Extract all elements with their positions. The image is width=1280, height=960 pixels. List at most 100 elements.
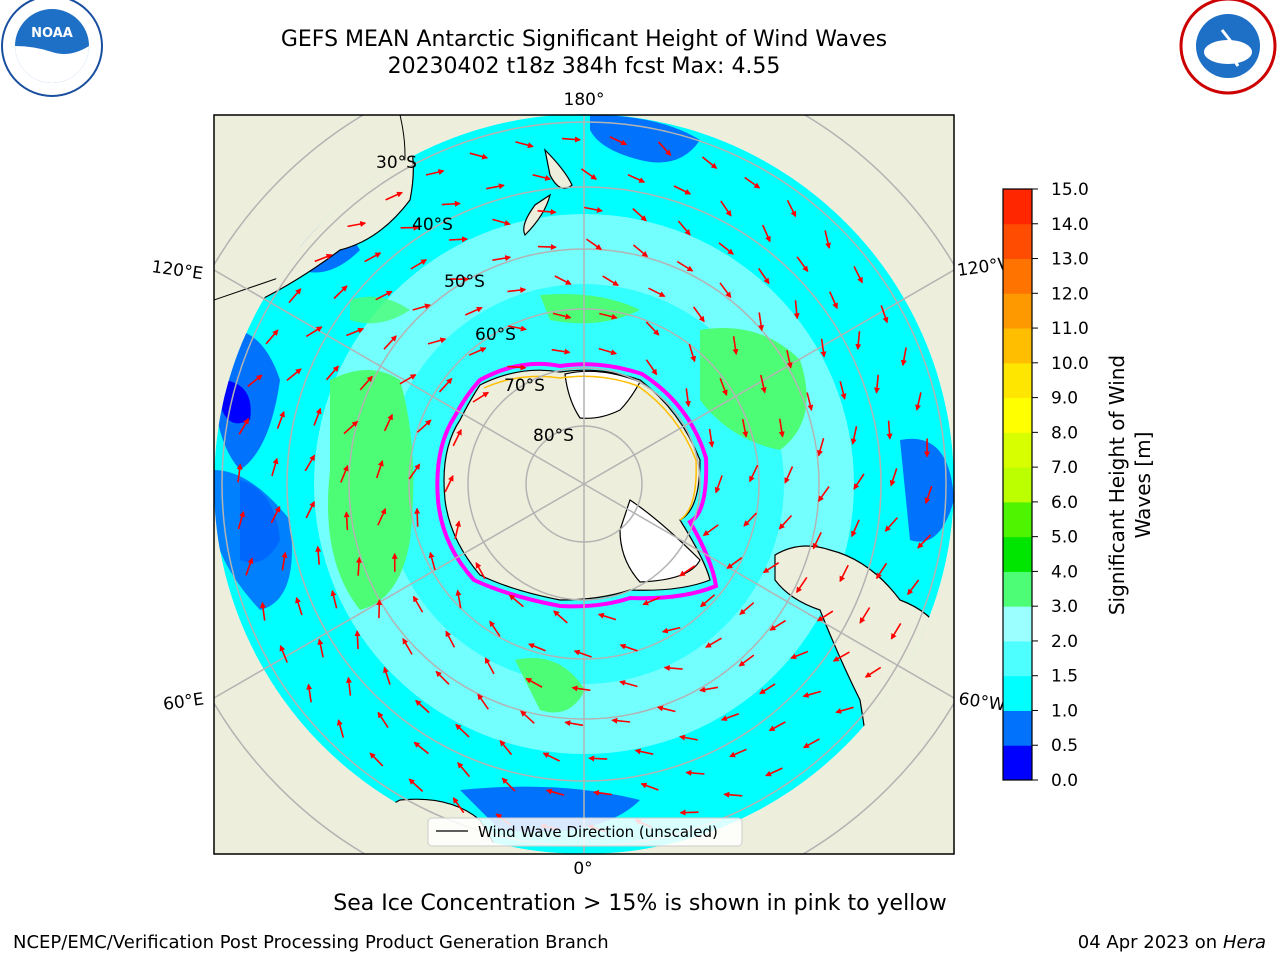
host-name: Hera: [1222, 932, 1266, 953]
wave-direction-arrow: [346, 327, 365, 337]
lat-label-70s: 70°S: [504, 376, 545, 396]
wave-direction-arrow: [839, 564, 849, 583]
colorbar-segment: [1003, 258, 1032, 294]
nws-logo: [1179, 0, 1277, 95]
wave-direction-arrow: [343, 420, 359, 435]
wave-direction-arrow: [873, 374, 880, 394]
wave-direction-arrow: [676, 260, 694, 272]
wave-direction-arrow: [408, 463, 421, 480]
wave-direction-arrow: [477, 693, 489, 710]
wave-direction-arrow: [564, 720, 584, 727]
wave-direction-arrow: [333, 285, 348, 300]
wave-direction-arrow: [375, 459, 384, 479]
wave-direction-arrow: [661, 626, 681, 634]
wave-direction-arrow: [917, 534, 931, 549]
wave-direction-arrow: [355, 556, 362, 576]
wave-direction-arrow: [469, 152, 489, 160]
wave-direction-arrow: [723, 791, 743, 798]
wave-direction-arrow: [542, 752, 560, 762]
wave-direction-arrow: [759, 683, 776, 695]
wave-direction-arrow: [402, 637, 413, 655]
wave-direction-arrow: [306, 683, 313, 703]
colorbar-tick-label: 12.0: [1051, 284, 1089, 304]
wave-direction-arrow: [679, 565, 696, 577]
wave-direction-arrow: [427, 337, 447, 345]
wave-direction-arrow: [376, 599, 383, 619]
date-stamp: 04 Apr 2023 on Hera: [1078, 932, 1266, 953]
wave-direction-arrow: [708, 428, 715, 448]
wave-direction-arrow: [428, 551, 436, 571]
wave-direction-arrow: [545, 788, 565, 796]
wave-direction-arrow: [259, 601, 266, 621]
wave-direction-arrow: [415, 699, 430, 714]
colorbar-tick-label: 9.0: [1051, 389, 1078, 409]
wave-direction-arrow: [276, 410, 285, 429]
wave-direction-arrow: [739, 602, 755, 615]
wave-direction-arrow: [412, 595, 424, 613]
colorbar-tick-label: 1.0: [1051, 701, 1078, 721]
wave-direction-arrow: [900, 347, 907, 367]
wave-direction-arrow: [702, 524, 719, 537]
credit-text: NCEP/EMC/Verification Post Processing Pr…: [13, 932, 609, 953]
wave-direction-arrow: [295, 596, 303, 616]
noaa-logo: NOAA: [1, 0, 103, 97]
wave-direction-arrow: [924, 485, 933, 505]
map-subtitle: 20230402 t18z 384h fcst Max: 4.55: [387, 54, 781, 79]
wave-direction-arrow: [907, 579, 920, 596]
wave-direction-arrow: [738, 654, 755, 667]
wave-direction-arrow: [786, 199, 797, 218]
wave-direction-arrow: [824, 230, 831, 249]
wave-direction-arrow: [425, 169, 445, 176]
wave-direction-arrow: [377, 507, 387, 526]
wave-direction-arrow: [778, 418, 785, 438]
wave-direction-arrow: [441, 200, 461, 207]
wave-direction-arrow: [468, 347, 487, 356]
wave-direction-arrow: [499, 739, 513, 756]
wave-direction-arrow: [345, 676, 352, 696]
colorbar-segment: [1003, 571, 1032, 607]
colorbar-tick-label: 2.0: [1051, 632, 1078, 652]
colorbar-border: [1002, 188, 1033, 781]
wave-direction-arrow: [817, 486, 830, 503]
colorbar-tick-label: 10.0: [1051, 354, 1089, 374]
wave-direction-arrow: [744, 176, 761, 189]
wave-direction-arrow: [673, 185, 692, 195]
wave-direction-arrow: [315, 545, 322, 565]
wave-direction-arrow: [684, 388, 691, 408]
colorbar-segment: [1003, 536, 1032, 572]
wave-direction-arrow: [619, 643, 638, 652]
wave-direction-arrow: [769, 619, 787, 631]
lon-label-120e: 120°E: [150, 257, 204, 284]
wave-direction-arrow: [758, 312, 765, 332]
wave-direction-arrow: [705, 637, 722, 648]
wave-direction-arrow: [627, 173, 646, 183]
wave-direction-arrow: [270, 505, 281, 524]
wave-direction-arrow: [399, 374, 417, 385]
wave-direction-arrow: [588, 755, 608, 762]
wave-direction-arrow: [492, 255, 512, 261]
wave-direction-arrow: [325, 365, 339, 381]
wave-direction-arrow: [645, 359, 658, 376]
wave-direction-arrow: [279, 644, 288, 663]
colorbar-segment: [1003, 606, 1032, 642]
wave-direction-arrow: [889, 468, 898, 487]
wave-direction-arrow: [853, 266, 863, 284]
wave-direction-arrow: [640, 782, 659, 791]
wave-direction-arrow: [701, 156, 718, 169]
date-text: 04 Apr 2023 on: [1077, 932, 1223, 953]
wave-direction-arrow: [383, 666, 391, 685]
wave-direction-arrow: [416, 419, 432, 433]
wave-direction-arrow: [839, 381, 847, 400]
lat-label-50s: 50°S: [444, 272, 485, 292]
wave-direction-arrow: [520, 710, 535, 724]
wave-direction-arrow: [265, 329, 279, 345]
sea-ice-note: Sea Ice Concentration > 15% is shown in …: [333, 891, 947, 916]
colorbar-label-line1: Significant Height of Wind: [1105, 355, 1129, 615]
wave-direction-arrow: [718, 242, 734, 255]
wave-direction-arrow: [720, 713, 740, 722]
wave-direction-arrow: [719, 282, 732, 299]
wave-direction-arrow: [537, 208, 557, 215]
wave-direction-arrow: [598, 347, 618, 356]
wave-direction-arrow: [475, 562, 486, 580]
wave-direction-arrow: [528, 643, 546, 652]
